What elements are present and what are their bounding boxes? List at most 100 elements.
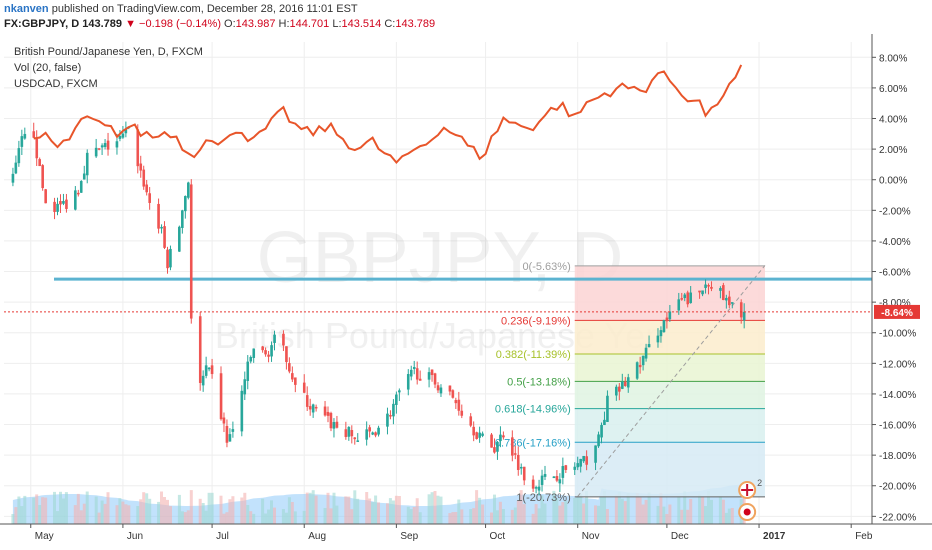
last-value-badge (874, 304, 920, 319)
fib-level-label: 0.786(-17.16%) (495, 437, 571, 449)
fib-zone (574, 320, 765, 354)
volume-bar (623, 501, 627, 524)
legend-compare-series[interactable]: USDCAD, FXCM (14, 78, 98, 90)
candle-body (252, 348, 256, 358)
x-tick-label: 2017 (763, 531, 786, 542)
volume-bar (561, 502, 565, 524)
candle-body (668, 311, 672, 320)
volume-bar (391, 500, 395, 524)
x-tick-label: Dec (671, 531, 689, 542)
volume-bar (326, 492, 330, 524)
legend-main-series[interactable]: British Pound/Japanese Yen, D, FXCM (14, 46, 203, 58)
volume-bar (436, 495, 440, 524)
volume-bar (386, 503, 389, 524)
candle-body (44, 189, 47, 204)
candle-body (85, 152, 89, 176)
volume-bar (472, 508, 476, 524)
volume-bar (308, 492, 312, 524)
candle-body (350, 430, 354, 437)
volume-bar (207, 492, 211, 524)
candle-body (392, 403, 395, 417)
volume-bar (656, 505, 660, 524)
fib-zone (574, 353, 765, 382)
volume-bar (730, 508, 734, 524)
author-link[interactable]: nkanven (4, 3, 49, 15)
candle-body (82, 173, 86, 180)
candle-body (665, 317, 669, 322)
candle-body (701, 290, 704, 295)
fibonacci-retracement[interactable]: 0(-5.63%) 0.236(-9.19%) 0.382(-11.39%) 0.5(… (495, 261, 766, 504)
volume-bar (228, 499, 232, 524)
volume-bar (576, 496, 580, 524)
candle-body (160, 226, 163, 229)
event-badges[interactable]: 2 (738, 478, 762, 521)
candle-body (552, 476, 556, 479)
candle-body (377, 427, 380, 435)
candle-body (742, 311, 746, 321)
volume-bar (94, 496, 98, 524)
candle-body (412, 367, 416, 369)
volume-bar (35, 494, 39, 524)
candle-body (516, 454, 520, 470)
volume-bar (347, 496, 351, 524)
axes: 8.00% 6.00% 4.00% 2.00% 0.00% -2.00% -4.00% -6.… (0, 34, 932, 542)
low-value: 143.514 (341, 18, 382, 30)
volume-bar (62, 498, 65, 524)
fib-level-label: 0.236(-9.19%) (501, 315, 571, 327)
y-tick-label: 0.00% (879, 176, 907, 187)
volume-bar (20, 506, 24, 524)
symbol-label: FX:GBPJPY, D (4, 18, 80, 30)
candle-body (240, 390, 244, 432)
volume-bar (543, 503, 547, 524)
volume-bar (240, 497, 244, 524)
volume-bar (496, 510, 499, 524)
volume-bar (582, 503, 586, 524)
candle-body (344, 429, 348, 437)
x-tick-label: Aug (308, 531, 326, 542)
candle-body (288, 363, 291, 372)
volume-bar (374, 495, 378, 524)
candle-body (368, 427, 371, 432)
candle-body (451, 390, 455, 398)
volume-bar (605, 509, 609, 524)
volume-bar (219, 495, 223, 524)
volume-bar (127, 505, 131, 524)
volume-bar (350, 509, 354, 524)
price-chart[interactable]: GBPJPY, D British Pound/Japanese Yen 0(-… (0, 34, 932, 550)
volume-bar (157, 501, 161, 524)
volume-bar (356, 498, 360, 524)
watermark-symbol: GBPJPY, D (257, 218, 624, 298)
candle-body (219, 373, 223, 420)
candle-body (157, 203, 160, 229)
volume-bar (82, 503, 86, 524)
candle-body (606, 395, 609, 422)
candle-body (264, 350, 267, 355)
candle-body (389, 415, 392, 417)
candle-body (20, 136, 24, 147)
volume-bar (284, 512, 288, 524)
candle-body (436, 385, 440, 391)
y-tick-label: -10.00% (879, 329, 916, 340)
candle-body (719, 288, 722, 291)
candle-body (11, 173, 15, 183)
volume-bar (124, 504, 128, 524)
volume-bar (718, 497, 722, 524)
candle-body (618, 386, 621, 392)
candle-body (493, 447, 496, 453)
candle-body (210, 365, 214, 375)
volume-bar (394, 495, 398, 524)
candle-body (374, 432, 377, 436)
volume-bar (76, 493, 80, 524)
candle-body (314, 406, 318, 409)
published-text: published on TradingView.com, December 2… (51, 3, 358, 15)
volume-bar (686, 509, 690, 524)
candle-body (573, 466, 577, 470)
candle-body (386, 413, 389, 427)
candle-body (270, 345, 273, 357)
volume-bar (121, 501, 125, 524)
volume-bar (668, 504, 672, 524)
volume-bar (415, 498, 419, 524)
candle-body (32, 131, 36, 138)
legend-volume[interactable]: Vol (20, false) (14, 62, 82, 74)
volume-bar (204, 510, 208, 524)
